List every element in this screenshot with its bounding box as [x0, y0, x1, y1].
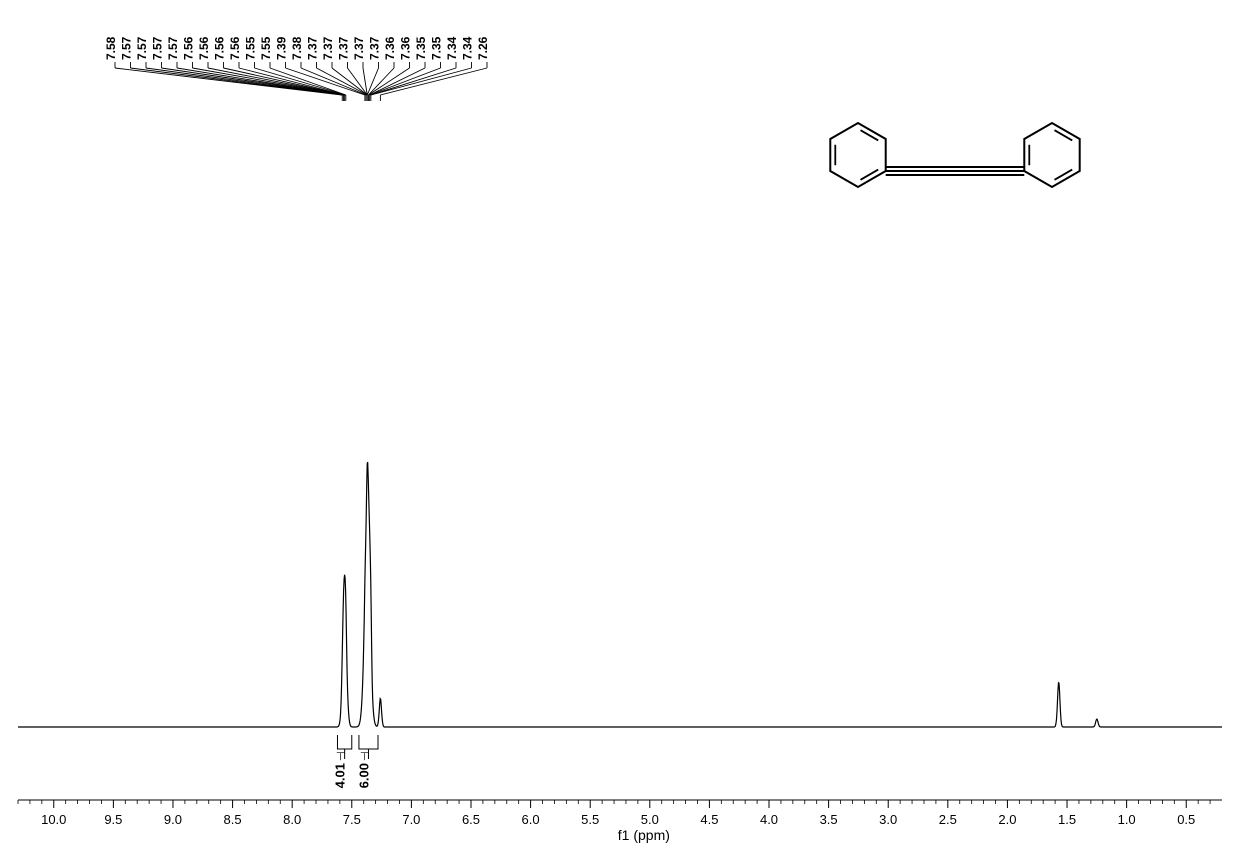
xtick-label: 3.5	[820, 812, 838, 827]
integration-label: 4.01	[333, 763, 348, 788]
molecule-structure	[830, 123, 1079, 187]
peak-ppm-label: 7.39	[275, 36, 289, 60]
peak-ppm-label: 7.56	[228, 36, 242, 60]
peak-ppm-label: 7.38	[290, 36, 304, 60]
peak-ppm-label: 7.37	[306, 36, 320, 60]
xtick-label: 4.0	[760, 812, 778, 827]
peak-ppm-label: 7.56	[182, 36, 196, 60]
xtick-label: 5.5	[581, 812, 599, 827]
xtick-label: 9.5	[104, 812, 122, 827]
peak-ppm-label: 7.36	[383, 36, 397, 60]
xtick-label: 1.5	[1058, 812, 1076, 827]
xtick-label: 7.5	[343, 812, 361, 827]
xtick-label: 6.5	[462, 812, 480, 827]
peak-ppm-label: 7.57	[120, 36, 134, 60]
xtick-label: 0.5	[1177, 812, 1195, 827]
peak-ppm-label: 7.57	[166, 36, 180, 60]
xtick-label: 1.0	[1118, 812, 1136, 827]
peak-ppm-label: 7.55	[244, 36, 258, 60]
xtick-label: 9.0	[164, 812, 182, 827]
peak-ppm-label: 7.36	[399, 36, 413, 60]
peak-ppm-label: 7.58	[104, 36, 118, 60]
peak-ppm-label: 7.35	[414, 36, 428, 60]
svg-text:⊣: ⊣	[336, 751, 348, 761]
xtick-label: 8.0	[283, 812, 301, 827]
peak-ppm-label: 7.35	[430, 36, 444, 60]
xtick-label: 7.0	[402, 812, 420, 827]
xtick-label: 6.0	[522, 812, 540, 827]
xtick-label: 4.5	[700, 812, 718, 827]
nmr-spectrum: 10.0 9.5 9.0 8.5 8.0 7.5 7.0 6.5 6.0 5.5 5.0 4.5 4.0…	[0, 0, 1239, 859]
peak-ppm-label: 7.37	[368, 36, 382, 60]
xtick-label: 10.0	[41, 812, 66, 827]
xtick-label: 2.5	[939, 812, 957, 827]
peak-ppm-label: 7.34	[445, 36, 459, 60]
xtick-label: 3.0	[879, 812, 897, 827]
spectrum-trace	[18, 462, 1222, 727]
peak-ppm-label: 7.57	[135, 36, 149, 60]
xtick-label: 5.0	[641, 812, 659, 827]
peak-ppm-label: 7.55	[259, 36, 273, 60]
peak-ppm-label: 7.26	[476, 36, 490, 60]
peak-ppm-label: 7.57	[151, 36, 165, 60]
peak-ppm-label: 7.56	[213, 36, 227, 60]
peak-ppm-label: 7.37	[352, 36, 366, 60]
integration-label: 6.00	[356, 763, 371, 788]
xtick-label: 8.5	[224, 812, 242, 827]
peak-ppm-label: 7.37	[337, 36, 351, 60]
xaxis-label: f1 (ppm)	[618, 827, 670, 843]
peak-ppm-label: 7.37	[321, 36, 335, 60]
peak-ppm-label: 7.56	[197, 36, 211, 60]
peak-ppm-label: 7.34	[461, 36, 475, 60]
xtick-label: 2.0	[998, 812, 1016, 827]
svg-text:⊣: ⊣	[359, 751, 371, 761]
